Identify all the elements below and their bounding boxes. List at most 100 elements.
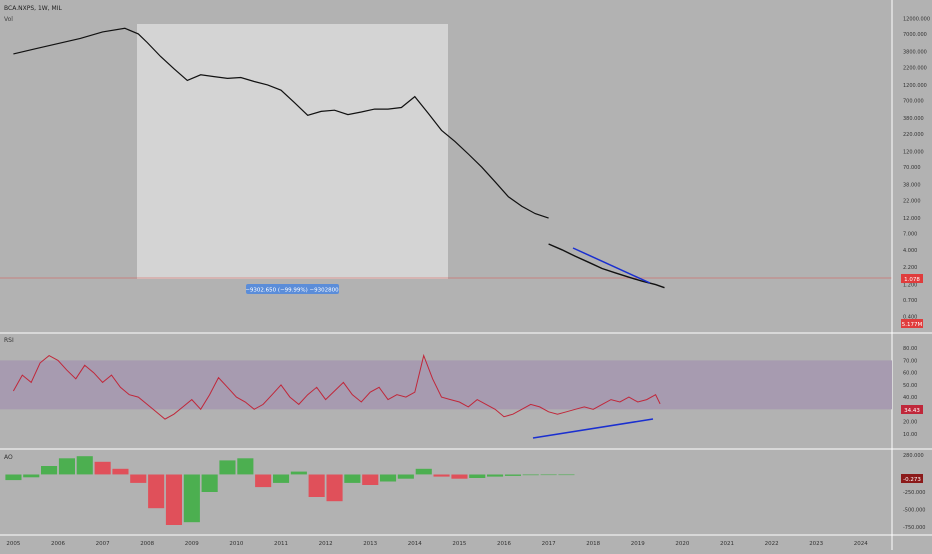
rsi-tick-label: 70.00 <box>903 358 917 364</box>
price-tick-label: 12000.000 <box>903 16 930 22</box>
ao-bar <box>451 474 468 479</box>
ao-bar <box>5 474 22 481</box>
symbol-title: BCA.NXPS, 1W, MIL <box>4 5 62 12</box>
ao-bar <box>469 474 486 478</box>
time-tick-label: 2017 <box>542 541 556 547</box>
price-tick-label: 7.000 <box>903 232 917 238</box>
axes: 12000.000 7000.000 3800.000 2200.000 1200.00… <box>6 16 930 547</box>
rsi-tick-label: 10.00 <box>903 432 917 438</box>
ao-bar <box>165 474 182 525</box>
time-tick-label: 2019 <box>631 541 645 547</box>
ao-bar <box>94 461 111 475</box>
measure-tag-bg <box>246 284 339 294</box>
rsi-line <box>12 353 661 420</box>
price-tick-label: 12.000 <box>903 216 921 222</box>
time-tick-label: 2011 <box>274 541 288 547</box>
ao-bar <box>558 474 575 476</box>
price-tick-label: 220.000 <box>903 132 924 138</box>
time-tick-label: 2022 <box>765 541 779 547</box>
rsi-tick-label: 80.00 <box>903 346 917 352</box>
ao-bar <box>290 471 307 475</box>
time-tick-label: 2008 <box>140 541 154 547</box>
price-tick-label: 0.400 <box>903 314 917 320</box>
ao-bar <box>183 474 200 523</box>
ao-tick-label: -750.000 <box>903 525 925 531</box>
ao-bar <box>380 474 397 482</box>
time-tick-label: 2023 <box>809 541 823 547</box>
ao-bar <box>415 468 432 475</box>
rsi-tick-label: 50.00 <box>903 383 917 389</box>
ao-value-tag-bg <box>901 474 923 483</box>
time-tick-label: 2007 <box>96 541 110 547</box>
ao-bar <box>58 458 75 475</box>
price-tick-label: 2.200 <box>903 265 917 271</box>
ao-tick-label: 280.000 <box>903 453 924 459</box>
ao-bar <box>433 474 450 477</box>
price-tick-label: 3800.000 <box>903 50 927 56</box>
price-tick-label: 22.000 <box>903 199 921 205</box>
ao-bar <box>23 474 40 478</box>
rsi-band <box>0 360 892 410</box>
measure-tag: −9302.650 (−99.99%) −9302800 <box>245 288 339 294</box>
rsi-series <box>12 353 661 420</box>
ao-label: AO <box>4 454 13 461</box>
time-tick-label: 2012 <box>319 541 333 547</box>
price-tick-label: 700.000 <box>903 99 924 105</box>
time-tick-label: 2016 <box>497 541 511 547</box>
volume-tag: 5.177M <box>902 322 923 328</box>
volume-indicator-label: Vol <box>4 16 13 23</box>
price-tick-label: 0.700 <box>903 298 917 304</box>
time-tick-label: 2020 <box>675 541 689 547</box>
ao-bar <box>237 458 254 475</box>
time-tick-label: 2009 <box>185 541 199 547</box>
ao-bar <box>487 474 504 477</box>
price-tick-label: 4.000 <box>903 248 917 254</box>
ao-bar <box>522 474 539 476</box>
time-tick-label: 2015 <box>452 541 466 547</box>
rsi-value-tag-bg <box>901 405 923 414</box>
ao-bar <box>362 474 379 485</box>
price-tick-label: 2200.000 <box>903 65 927 71</box>
ao-series <box>5 456 575 525</box>
last-price-tag: 1.078 <box>904 277 920 283</box>
rsi-tick-label: 20.00 <box>903 420 917 426</box>
rsi-trendline[interactable] <box>532 418 654 439</box>
rsi-tick-label: 40.00 <box>903 395 917 401</box>
rsi-tick-label: 60.00 <box>903 371 917 377</box>
ao-tick-label: -250.000 <box>903 490 925 496</box>
ao-bar <box>255 474 272 488</box>
price-tick-label: 1.200 <box>903 283 917 289</box>
price-tick-label: 38.000 <box>903 183 921 189</box>
price-tick-label: 120.000 <box>903 150 924 156</box>
price-tick-label: 1200.000 <box>903 83 927 89</box>
ao-bar <box>76 456 93 475</box>
time-tick-label: 2013 <box>363 541 377 547</box>
ao-bar <box>112 468 129 475</box>
ao-bar <box>326 474 343 502</box>
price-tick-label: 380.000 <box>903 116 924 122</box>
price-trendline[interactable] <box>572 247 651 284</box>
volume-tag-bg <box>901 319 923 328</box>
price-tick-label: 7000.000 <box>903 32 927 38</box>
ao-bar <box>130 474 147 483</box>
price-line <box>13 27 549 219</box>
last-price-tag-bg <box>901 274 923 283</box>
ao-bar <box>344 474 361 483</box>
ao-bar <box>41 466 58 475</box>
ao-value-tag: -0.273 <box>903 477 921 483</box>
time-tick-label: 2005 <box>6 541 20 547</box>
ao-tick-label: -500.000 <box>903 508 925 514</box>
rsi-value-tag: 34.43 <box>904 408 920 414</box>
time-tick-label: 2010 <box>229 541 243 547</box>
ao-bar <box>397 474 414 479</box>
time-tick-label: 2018 <box>586 541 600 547</box>
ao-bar <box>504 474 521 476</box>
ao-bar <box>308 474 325 497</box>
ao-bar <box>540 474 557 476</box>
measure-range <box>137 24 448 279</box>
time-tick-label: 2014 <box>408 541 422 547</box>
time-tick-label: 2024 <box>854 541 868 547</box>
rsi-label: RSI <box>4 337 14 344</box>
